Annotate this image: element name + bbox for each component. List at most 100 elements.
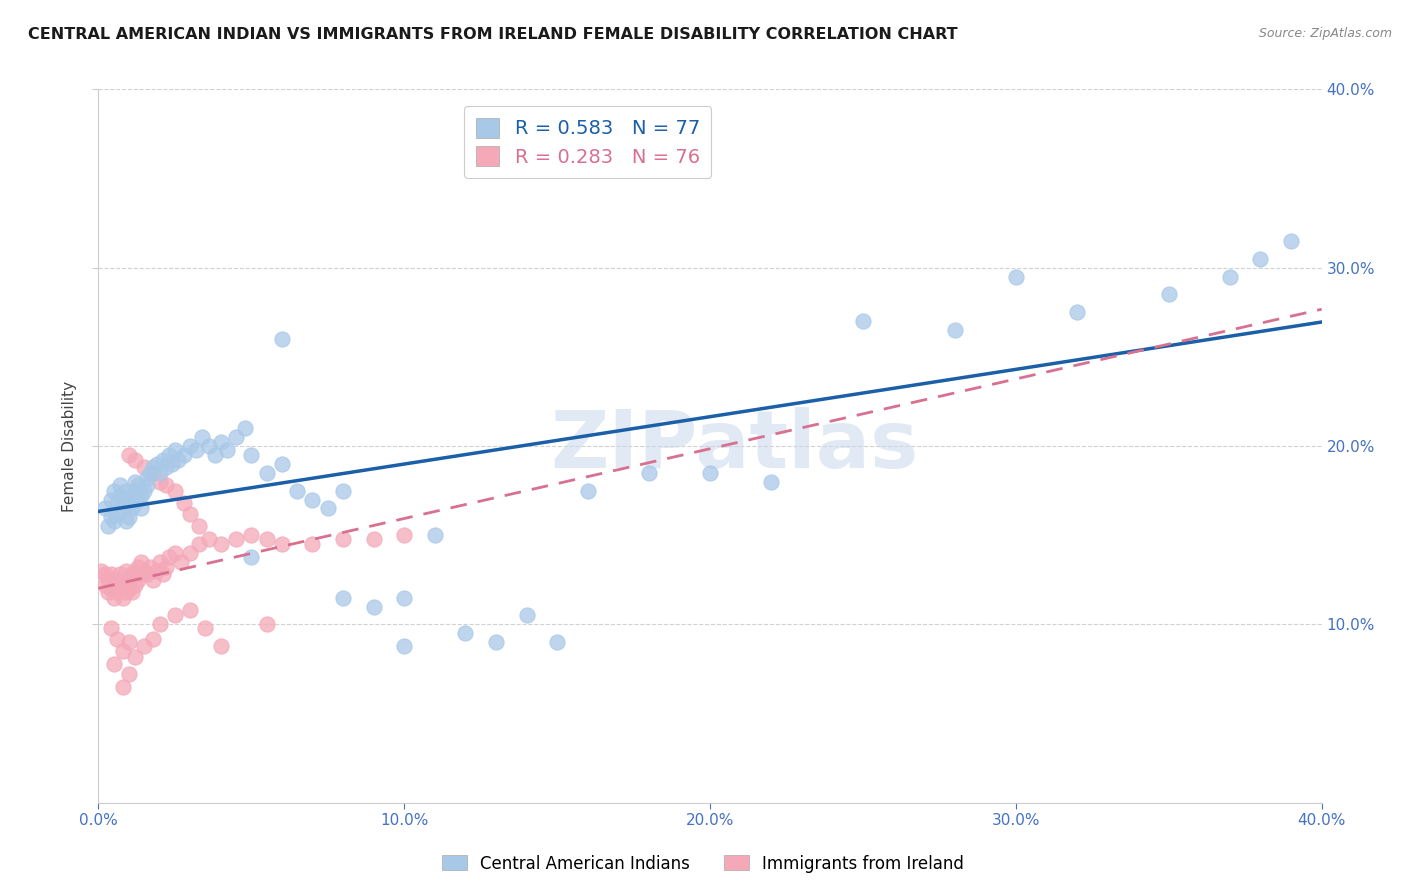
Point: [127, 573, 149, 587]
Point: [699, 466, 721, 480]
Point: [167, 453, 190, 467]
Point: [188, 537, 211, 551]
Point: [103, 591, 125, 605]
Point: [142, 632, 165, 646]
Point: [163, 608, 186, 623]
Point: [160, 457, 183, 471]
Point: [103, 514, 125, 528]
Point: [115, 483, 138, 498]
Point: [256, 617, 278, 632]
Point: [118, 573, 141, 587]
Point: [124, 483, 146, 498]
Point: [129, 501, 152, 516]
Point: [179, 603, 201, 617]
Point: [188, 519, 211, 533]
Point: [332, 532, 354, 546]
Point: [149, 555, 172, 569]
Point: [225, 430, 247, 444]
Point: [118, 448, 141, 462]
Point: [240, 448, 263, 462]
Point: [142, 460, 165, 475]
Point: [179, 546, 201, 560]
Legend: R = 0.583   N = 77, R = 0.283   N = 76: R = 0.583 N = 77, R = 0.283 N = 76: [464, 106, 711, 178]
Point: [152, 567, 174, 582]
Point: [108, 489, 131, 503]
Point: [209, 639, 232, 653]
Point: [124, 475, 146, 489]
Point: [136, 478, 159, 492]
Point: [111, 501, 134, 516]
Point: [516, 608, 538, 623]
Point: [136, 567, 159, 582]
Point: [105, 585, 128, 599]
Point: [546, 635, 568, 649]
Point: [108, 582, 131, 596]
Point: [186, 442, 208, 457]
Point: [1157, 287, 1180, 301]
Point: [225, 532, 247, 546]
Point: [124, 578, 146, 592]
Point: [97, 585, 120, 599]
Point: [100, 621, 122, 635]
Point: [204, 448, 226, 462]
Point: [136, 471, 159, 485]
Point: [115, 514, 138, 528]
Point: [90, 564, 112, 578]
Point: [127, 478, 149, 492]
Point: [115, 585, 138, 599]
Point: [173, 496, 195, 510]
Point: [155, 560, 177, 574]
Point: [103, 657, 125, 671]
Point: [233, 421, 256, 435]
Text: Source: ZipAtlas.com: Source: ZipAtlas.com: [1258, 27, 1392, 40]
Point: [111, 680, 134, 694]
Point: [100, 567, 122, 582]
Point: [118, 667, 141, 681]
Point: [111, 578, 134, 592]
Point: [103, 578, 125, 592]
Point: [134, 483, 156, 498]
Point: [759, 475, 782, 489]
Point: [155, 478, 177, 492]
Point: [163, 442, 186, 457]
Point: [485, 635, 508, 649]
Point: [332, 591, 354, 605]
Point: [121, 489, 143, 503]
Point: [637, 466, 661, 480]
Point: [943, 323, 966, 337]
Point: [157, 448, 180, 462]
Point: [139, 560, 162, 574]
Point: [124, 564, 146, 578]
Point: [108, 567, 131, 582]
Point: [93, 501, 115, 516]
Point: [111, 492, 134, 507]
Point: [209, 435, 232, 450]
Point: [118, 496, 141, 510]
Text: CENTRAL AMERICAN INDIAN VS IMMIGRANTS FROM IRELAND FEMALE DISABILITY CORRELATION: CENTRAL AMERICAN INDIAN VS IMMIGRANTS FR…: [28, 27, 957, 42]
Point: [301, 492, 323, 507]
Point: [145, 457, 167, 471]
Point: [852, 314, 875, 328]
Point: [121, 585, 143, 599]
Point: [215, 442, 238, 457]
Point: [127, 560, 149, 574]
Point: [100, 492, 122, 507]
Point: [363, 532, 385, 546]
Point: [1004, 269, 1026, 284]
Point: [124, 649, 146, 664]
Text: ZIPatlas: ZIPatlas: [550, 407, 918, 485]
Point: [111, 644, 134, 658]
Point: [134, 564, 156, 578]
Point: [256, 466, 278, 480]
Point: [129, 555, 152, 569]
Point: [129, 489, 152, 503]
Legend: Central American Indians, Immigrants from Ireland: Central American Indians, Immigrants fro…: [436, 848, 970, 880]
Point: [191, 430, 214, 444]
Point: [129, 567, 152, 582]
Point: [197, 532, 219, 546]
Point: [1219, 269, 1241, 284]
Point: [173, 448, 195, 462]
Point: [100, 582, 122, 596]
Point: [209, 537, 232, 551]
Point: [149, 475, 172, 489]
